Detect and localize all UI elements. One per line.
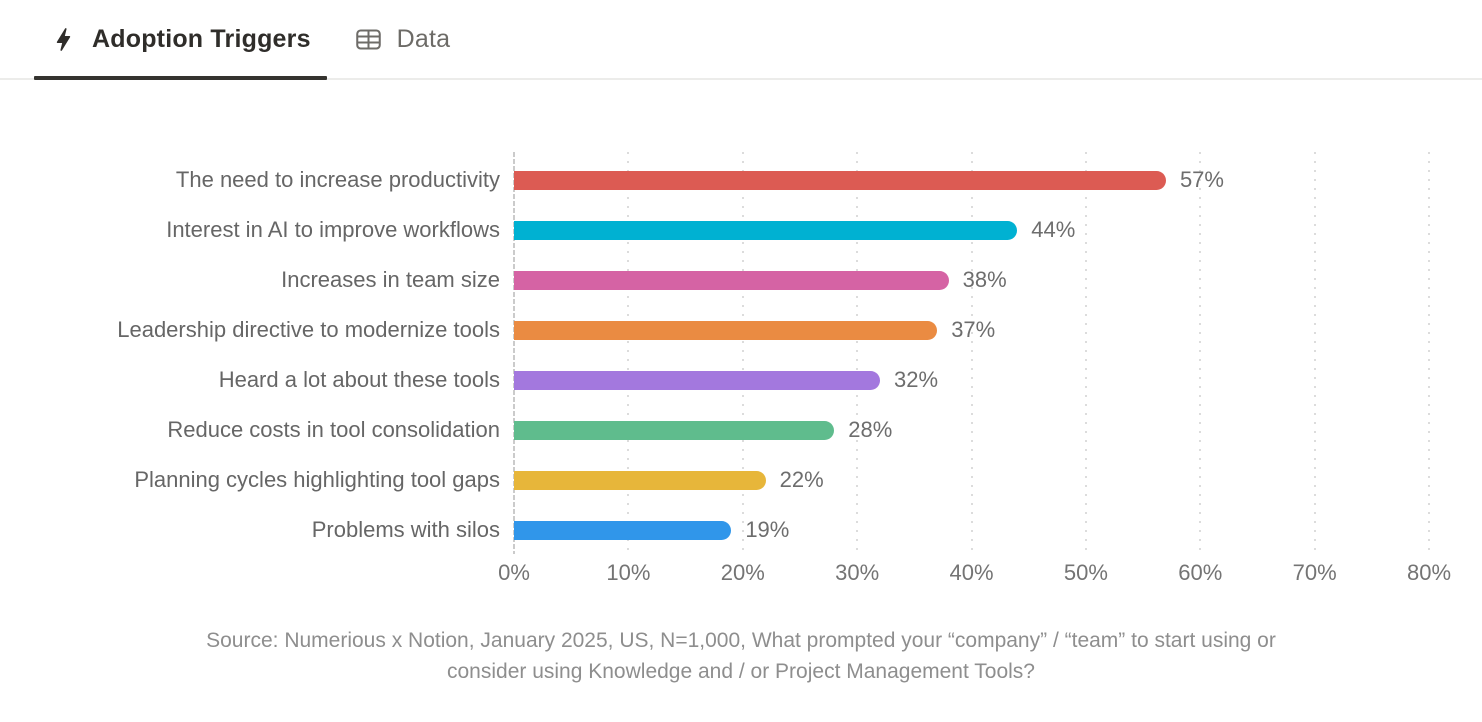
- value-label: 22%: [779, 467, 824, 492]
- source-note-line2: consider using Knowledge and / or Projec…: [447, 660, 1035, 683]
- value-label: 19%: [745, 517, 790, 542]
- gridline: [1084, 152, 1087, 554]
- category-label: Increases in team size: [281, 267, 500, 292]
- source-note: Source: Numerious x Notion, January 2025…: [0, 625, 1482, 687]
- value-label: 44%: [1031, 217, 1076, 242]
- x-tick-label: 20%: [720, 560, 765, 585]
- gridline: [627, 152, 630, 554]
- value-label: 37%: [951, 317, 996, 342]
- gridline: [1428, 152, 1430, 554]
- category-label: Leadership directive to modernize tools: [117, 317, 500, 342]
- gridline: [741, 152, 744, 554]
- value-label: 38%: [962, 267, 1007, 292]
- gridline: [970, 152, 973, 554]
- value-label: 32%: [894, 367, 939, 392]
- category-label: Problems with silos: [311, 517, 500, 542]
- gridline: [856, 152, 859, 554]
- x-tick-label: 0%: [498, 560, 530, 585]
- category-label: Heard a lot about these tools: [218, 367, 500, 392]
- category-label: Reduce costs in tool consolidation: [167, 417, 500, 442]
- category-label: Planning cycles highlighting tool gaps: [134, 467, 500, 492]
- category-label: Interest in AI to improve workflows: [166, 217, 500, 242]
- tab-data[interactable]: Data: [339, 0, 467, 78]
- bar: [514, 520, 732, 540]
- category-label: The need to increase productivity: [175, 167, 500, 192]
- tab-adoption-triggers[interactable]: Adoption Triggers: [34, 0, 327, 80]
- gridline: [1313, 152, 1316, 554]
- x-tick-label: 70%: [1292, 560, 1337, 585]
- x-tick-label: 40%: [949, 560, 994, 585]
- bar: [514, 320, 938, 340]
- x-tick-label: 80%: [1406, 560, 1452, 585]
- tab-bar: Adoption Triggers Data: [0, 0, 1482, 80]
- table-icon: [355, 26, 382, 53]
- x-tick-label: 60%: [1178, 560, 1223, 585]
- tab-adoption-triggers-label: Adoption Triggers: [92, 24, 311, 53]
- x-tick-label: 10%: [606, 560, 651, 585]
- bar: [514, 470, 766, 490]
- bar: [514, 370, 880, 390]
- source-note-line1: Source: Numerious x Notion, January 2025…: [206, 629, 1276, 652]
- gridline: [1199, 152, 1202, 554]
- bar: [514, 270, 949, 290]
- bar: [514, 420, 835, 440]
- x-tick-label: 30%: [835, 560, 880, 585]
- x-tick-label: 50%: [1063, 560, 1108, 585]
- tab-data-label: Data: [396, 24, 451, 53]
- y-axis-line: [513, 152, 515, 554]
- bar: [514, 220, 1018, 240]
- value-label: 28%: [848, 417, 893, 442]
- value-label: 57%: [1179, 167, 1224, 192]
- bar: [514, 170, 1166, 190]
- lightning-icon: [50, 26, 77, 53]
